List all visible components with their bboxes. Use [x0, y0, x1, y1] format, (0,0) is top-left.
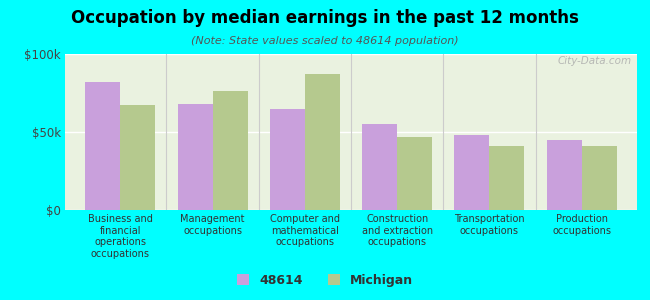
Bar [397, 137, 432, 210]
Bar [177, 104, 213, 210]
Bar [305, 74, 340, 210]
Bar [270, 109, 305, 210]
Text: (Note: State values scaled to 48614 population): (Note: State values scaled to 48614 popu… [191, 36, 459, 46]
Bar [489, 146, 525, 210]
Bar [213, 92, 248, 210]
Text: Occupation by median earnings in the past 12 months: Occupation by median earnings in the pas… [71, 9, 579, 27]
Text: City-Data.com: City-Data.com [557, 56, 631, 66]
Bar [85, 82, 120, 210]
Bar [582, 146, 617, 210]
Bar [454, 135, 489, 210]
Legend: 48614, Michigan: 48614, Michigan [233, 270, 417, 291]
Bar [362, 124, 397, 210]
Bar [547, 140, 582, 210]
Bar [120, 106, 155, 210]
